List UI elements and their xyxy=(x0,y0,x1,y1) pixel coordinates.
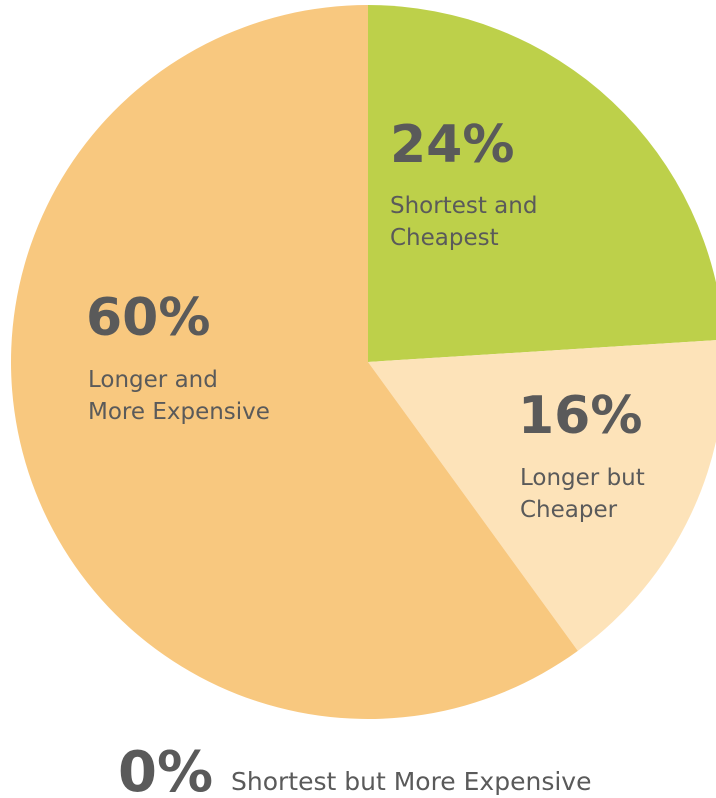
pie-slice-longer-but-cheaper xyxy=(368,340,716,651)
slice-percent-longer-and-more-expensive: 60% xyxy=(86,288,210,348)
pie-slice-longer-and-more-expensive xyxy=(11,5,578,720)
slice-label-longer-but-cheaper-line2: Cheaper xyxy=(520,497,618,523)
slice-percent-shortest-and-cheapest: 24% xyxy=(390,115,514,175)
pie-slice-shortest-and-cheapest xyxy=(368,5,716,362)
slice-label-shortest-and-cheapest-line1: Shortest and xyxy=(390,193,537,219)
slice-label-longer-and-more-expensive-line2: More Expensive xyxy=(88,399,270,425)
slice-label-shortest-and-cheapest-line2: Cheapest xyxy=(390,225,499,251)
slice-label-longer-but-cheaper-line1: Longer but xyxy=(520,465,645,491)
slice-percent-shortest-but-more-expensive: 0% xyxy=(118,740,213,798)
slice-label-longer-and-more-expensive-line1: Longer and xyxy=(88,367,218,393)
pie-slices xyxy=(11,5,716,720)
slice-percent-longer-but-cheaper: 16% xyxy=(518,386,642,446)
slice-label-shortest-but-more-expensive: Shortest but More Expensive xyxy=(231,767,591,796)
